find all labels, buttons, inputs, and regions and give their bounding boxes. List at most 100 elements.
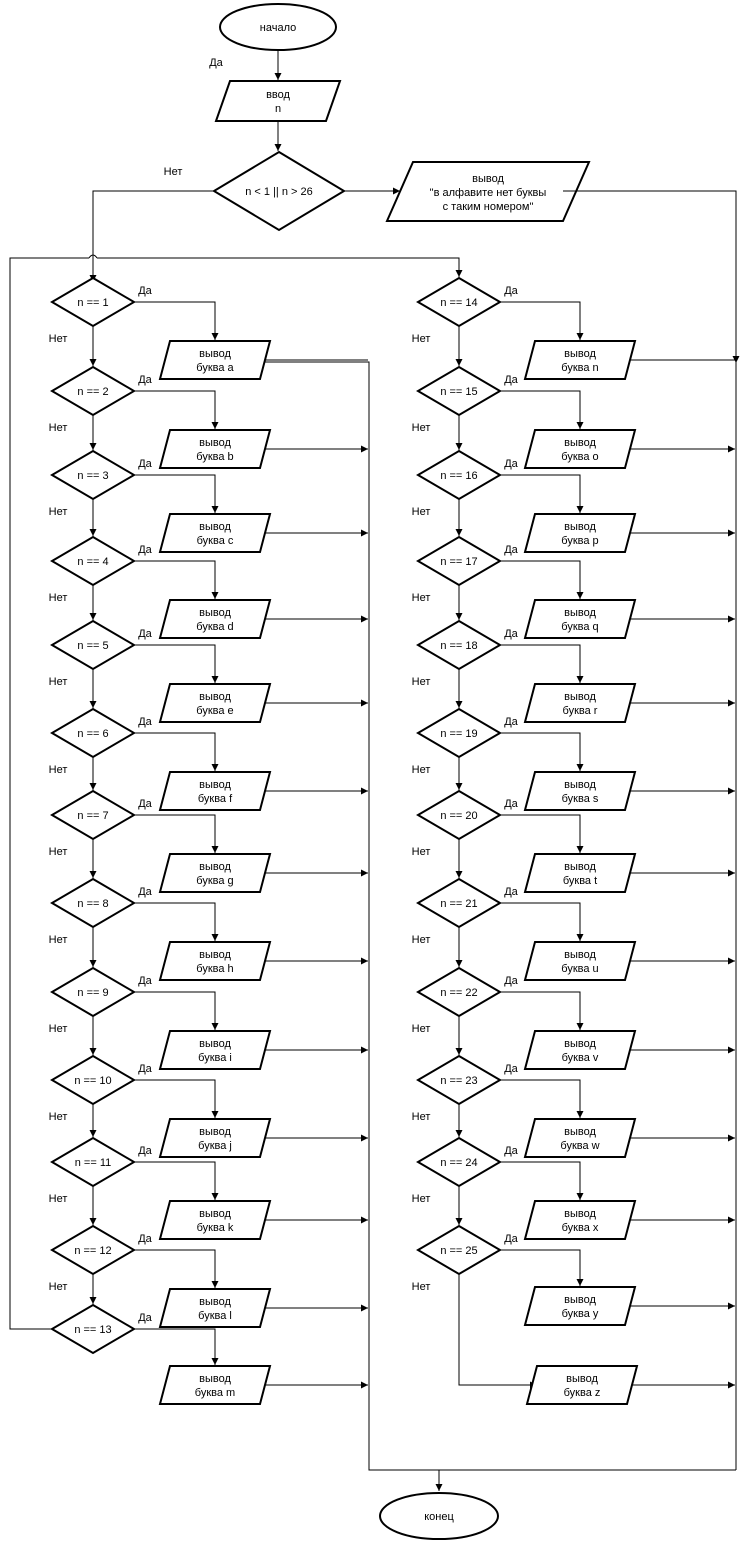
error-output-line2: "в алфавите нет буквы xyxy=(430,187,547,199)
left-output-1-label: буква a xyxy=(196,362,234,374)
right-no-label-7: Нет xyxy=(412,846,431,858)
left-yes-label-13: Да xyxy=(138,1312,152,1324)
right-no-label-6: Нет xyxy=(412,764,431,776)
left-condition-label-3: n == 3 xyxy=(77,470,108,482)
left-output-6-label: буква f xyxy=(198,793,233,805)
right-yes-connector-1 xyxy=(500,301,584,340)
left-output-6-word: вывод xyxy=(199,779,231,791)
left-yes-connector-6 xyxy=(134,732,219,771)
end-terminator xyxy=(379,1492,499,1540)
left-output-8-word: вывод xyxy=(199,949,231,961)
right-output-6-label: буква s xyxy=(562,793,599,805)
right-yes-label-1: Да xyxy=(504,285,518,297)
right-no-label-2: Нет xyxy=(412,422,431,434)
right-no-label-8: Нет xyxy=(412,934,431,946)
left-output-4-label: буква d xyxy=(196,621,233,633)
right-output-7-box xyxy=(523,853,637,893)
left-output-11-box xyxy=(158,1200,272,1240)
left-yes-connector-11 xyxy=(134,1161,219,1200)
left-no-label-2: Нет xyxy=(49,422,68,434)
right-yes-connector-12 xyxy=(500,1249,584,1286)
left-yes-label-10: Да xyxy=(138,1063,152,1075)
left-condition-label-6: n == 6 xyxy=(77,728,108,740)
right-output-4-label: буква q xyxy=(561,621,598,633)
left-yes-connector-2 xyxy=(134,390,219,429)
left-output-8-label: буква h xyxy=(196,963,233,975)
left-yes-label-11: Да xyxy=(138,1145,152,1157)
left-condition-label-2: n == 2 xyxy=(77,386,108,398)
error-output-box xyxy=(385,161,591,222)
right-output-13-box xyxy=(525,1365,639,1405)
range-check-diamond xyxy=(212,150,346,232)
right-yes-connector-8 xyxy=(500,902,584,941)
right-output-13-label: буква z xyxy=(564,1387,601,1399)
right-yes-connector-3 xyxy=(500,474,584,513)
left-condition-label-7: n == 7 xyxy=(77,810,108,822)
left-condition-diamond-13 xyxy=(50,1303,136,1355)
left-condition-label-1: n == 1 xyxy=(77,297,108,309)
left-yes-label-3: Да xyxy=(138,458,152,470)
connector-n13-no-loop xyxy=(9,257,89,1330)
left-output-3-box xyxy=(158,513,272,553)
left-output-7-box xyxy=(158,853,272,893)
start-label: начало xyxy=(260,22,296,34)
left-no-label-3: Нет xyxy=(49,506,68,518)
left-output-5-box xyxy=(158,683,272,723)
right-condition-label-1: n == 14 xyxy=(440,297,477,309)
right-no-label-3: Нет xyxy=(412,506,431,518)
left-output-12-label: буква l xyxy=(198,1310,232,1322)
right-no-label-11: Нет xyxy=(412,1193,431,1205)
left-yes-connector-9 xyxy=(134,991,219,1030)
right-no-label-12: Нет xyxy=(412,1281,431,1293)
left-condition-label-5: n == 5 xyxy=(77,640,108,652)
left-output-12-word: вывод xyxy=(199,1296,231,1308)
left-no-label-5: Нет xyxy=(49,676,68,688)
left-output-8-box xyxy=(158,941,272,981)
left-no-label-6: Нет xyxy=(49,764,68,776)
right-output-11-word: вывод xyxy=(564,1208,596,1220)
right-yes-connector-6 xyxy=(500,732,584,771)
left-no-label-10: Нет xyxy=(49,1111,68,1123)
right-condition-label-7: n == 20 xyxy=(440,810,477,822)
left-output-4-word: вывод xyxy=(199,607,231,619)
right-yes-label-12: Да xyxy=(504,1233,518,1245)
left-condition-label-8: n == 8 xyxy=(77,898,108,910)
right-yes-label-10: Да xyxy=(504,1063,518,1075)
left-output-13-word: вывод xyxy=(199,1373,231,1385)
left-condition-label-13: n == 13 xyxy=(74,1324,111,1336)
left-yes-label-2: Да xyxy=(138,374,152,386)
right-output-6-word: вывод xyxy=(564,779,596,791)
right-output-2-box xyxy=(523,429,637,469)
right-yes-connector-7 xyxy=(500,814,584,853)
connector-error-right-bus xyxy=(563,190,740,363)
input-box xyxy=(214,80,342,122)
right-output-8-label: буква u xyxy=(561,963,598,975)
left-output-5-label: буква e xyxy=(196,705,233,717)
right-yes-label-7: Да xyxy=(504,798,518,810)
right-no-label-5: Нет xyxy=(412,676,431,688)
left-output-11-word: вывод xyxy=(199,1208,231,1220)
left-output-10-box xyxy=(158,1118,272,1158)
left-no-label-1: Нет xyxy=(49,333,68,345)
right-yes-label-4: Да xyxy=(504,544,518,556)
left-condition-label-11: n == 11 xyxy=(75,1157,112,1169)
right-output-2-label: буква o xyxy=(561,451,598,463)
left-no-label-7: Нет xyxy=(49,846,68,858)
right-output-10-word: вывод xyxy=(564,1126,596,1138)
left-output-3-word: вывод xyxy=(199,521,231,533)
left-yes-connector-13 xyxy=(134,1328,219,1365)
right-yes-connector-4 xyxy=(500,560,584,599)
yes-label-start: Да xyxy=(209,57,223,69)
left-output-9-label: буква i xyxy=(198,1052,232,1064)
left-no-label-8: Нет xyxy=(49,934,68,946)
right-yes-label-3: Да xyxy=(504,458,518,470)
right-output-12-box xyxy=(523,1286,637,1326)
left-output-9-box xyxy=(158,1030,272,1070)
left-yes-connector-1 xyxy=(134,301,219,340)
right-condition-label-2: n == 15 xyxy=(440,386,477,398)
line-jump xyxy=(88,254,98,259)
left-yes-label-5: Да xyxy=(138,628,152,640)
right-condition-label-6: n == 19 xyxy=(440,728,477,740)
right-output-9-word: вывод xyxy=(564,1038,596,1050)
